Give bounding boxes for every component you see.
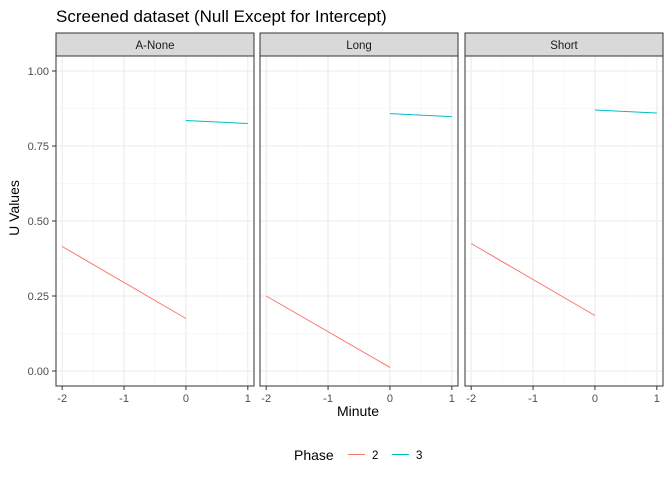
y-tick-label: 0.75 — [28, 141, 49, 153]
facet-panel: A-None -2 -1 0 1 — [55, 32, 255, 405]
x-tick-label: -2 — [261, 393, 271, 405]
x-tick-label: 0 — [387, 393, 393, 405]
y-tick-label: 1.00 — [28, 66, 49, 78]
legend-title: Phase — [294, 447, 334, 463]
facet-panels: A-None -2 -1 0 1 Long -2 -1 0 1 Short -2 -1 0 1 — [55, 32, 664, 405]
panel-border — [464, 55, 664, 387]
facet-strip-label: Long — [346, 40, 372, 52]
series-line-phase-2 — [61, 246, 187, 319]
x-tick-label: -1 — [323, 393, 333, 405]
x-tick-label: -2 — [466, 393, 476, 405]
y-tick-label: 0.25 — [28, 291, 49, 303]
legend-label-phase-2: 2 — [372, 450, 378, 462]
x-tick-label: 0 — [183, 393, 189, 405]
x-tick-label: 0 — [592, 393, 598, 405]
y-axis: 0.00 0.25 0.50 0.75 1.00 — [28, 66, 56, 378]
series-line-phase-3 — [389, 113, 452, 118]
x-tick-label: 1 — [245, 393, 251, 405]
series-line-phase-3 — [185, 120, 248, 124]
y-tick-label: 0.00 — [28, 366, 49, 378]
y-axis-title: U Values — [6, 180, 22, 236]
x-tick-label: -2 — [57, 393, 67, 405]
x-tick-label: 1 — [449, 393, 455, 405]
y-tick-label: 0.50 — [28, 216, 49, 228]
facet-strip-label: Short — [550, 40, 578, 52]
series-line-phase-2 — [470, 243, 596, 316]
panel-border — [259, 55, 459, 387]
facet-panel: Short -2 -1 0 1 — [464, 32, 664, 405]
legend: Phase 2 3 — [294, 447, 422, 463]
x-tick-label: -1 — [119, 393, 129, 405]
series-line-phase-3 — [594, 109, 657, 114]
facet-panel: Long -2 -1 0 1 — [259, 32, 459, 405]
legend-label-phase-3: 3 — [416, 450, 422, 462]
x-tick-label: 1 — [654, 393, 660, 405]
chart-title: Screened dataset (Null Except for Interc… — [56, 7, 387, 26]
series-line-phase-2 — [265, 295, 391, 368]
x-axis-title: Minute — [337, 403, 379, 419]
x-tick-label: -1 — [528, 393, 538, 405]
facet-strip-label: A-None — [136, 40, 175, 52]
